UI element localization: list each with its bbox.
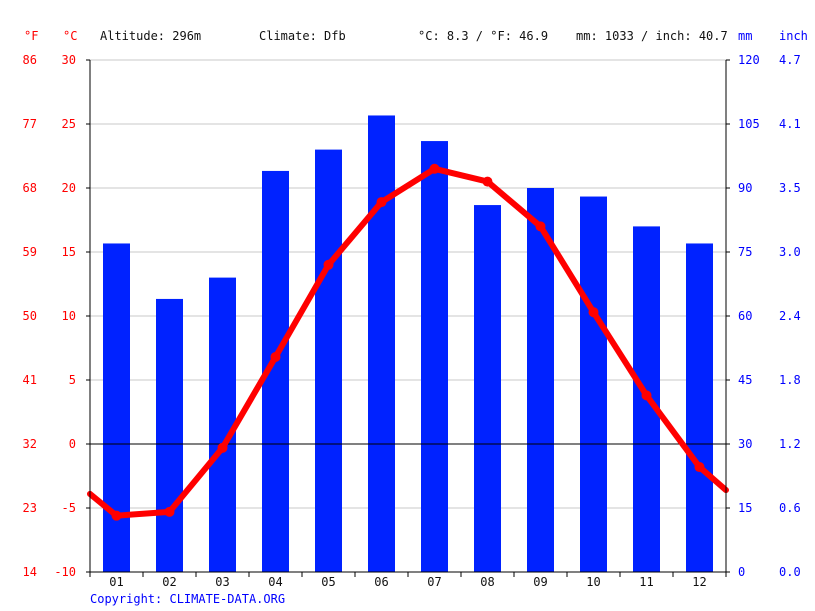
x-tick-label: 01 — [109, 575, 123, 589]
tick-label-inch: 3.0 — [779, 245, 801, 259]
tick-labels: 86 30 120 4.777 25 105 4.168 20 90 3.559 15 75 3.050… — [23, 53, 801, 589]
x-tick-label: 04 — [268, 575, 282, 589]
tick-label-fahrenheit: 50 — [23, 309, 37, 323]
tick-label-inch: 1.2 — [779, 437, 801, 451]
tick-label-celsius: 30 — [62, 53, 76, 67]
altitude-label: Altitude: 296m — [100, 29, 201, 43]
tick-label-mm: 15 — [738, 501, 752, 515]
tick-label-mm: 30 — [738, 437, 752, 451]
temperature-point — [588, 307, 599, 318]
temperature-point — [111, 510, 122, 521]
copyright-link[interactable]: Copyright: CLIMATE-DATA.ORG — [90, 592, 286, 606]
x-tick-label: 09 — [533, 575, 547, 589]
x-tick-label: 12 — [692, 575, 706, 589]
tick-label-celsius: 15 — [62, 245, 76, 259]
temperature-point — [641, 390, 652, 401]
precipitation-bar — [686, 243, 713, 572]
precipitation-bar — [103, 243, 130, 572]
x-tick-label: 10 — [586, 575, 600, 589]
temperature-point — [535, 221, 546, 232]
tick-label-mm: 105 — [738, 117, 760, 131]
celsius-unit-label: °C — [63, 29, 77, 43]
tick-label-celsius: 25 — [62, 117, 76, 131]
tick-label-mm: 120 — [738, 53, 760, 67]
tick-label-inch: 4.7 — [779, 53, 801, 67]
x-tick-label: 05 — [321, 575, 335, 589]
precipitation-bar — [209, 277, 236, 572]
tick-label-inch: 0.0 — [779, 565, 801, 579]
tick-label-inch: 3.5 — [779, 181, 801, 195]
x-tick-label: 11 — [639, 575, 653, 589]
fahrenheit-unit-label: °F — [24, 29, 38, 43]
temperature-point — [217, 442, 228, 453]
tick-label-mm: 0 — [738, 565, 745, 579]
x-tick-label: 02 — [162, 575, 176, 589]
precipitation-bar — [527, 188, 554, 572]
tick-label-fahrenheit: 77 — [23, 117, 37, 131]
x-tick-label: 07 — [427, 575, 441, 589]
precipitation-bar — [315, 149, 342, 572]
precipitation-bar — [421, 141, 448, 573]
precipitation-bar — [474, 205, 501, 573]
temperature-point — [270, 351, 281, 362]
x-tick-label: 06 — [374, 575, 388, 589]
tick-label-fahrenheit: 68 — [23, 181, 37, 195]
tick-label-inch: 2.4 — [779, 309, 801, 323]
temperature-line — [87, 163, 729, 521]
temperature-point — [164, 506, 175, 517]
tick-label-celsius: 5 — [69, 373, 76, 387]
temperature-point — [323, 259, 334, 270]
x-tick-label: 03 — [215, 575, 229, 589]
temperature-point — [429, 163, 440, 174]
total-precipitation-label: mm: 1033 / inch: 40.7 — [576, 29, 728, 43]
precipitation-bar — [580, 196, 607, 573]
tick-label-fahrenheit: 14 — [23, 565, 37, 579]
tick-label-fahrenheit: 59 — [23, 245, 37, 259]
average-temperature-label: °C: 8.3 / °F: 46.9 — [418, 29, 548, 43]
temperature-point — [376, 197, 387, 208]
tick-label-celsius: 10 — [62, 309, 76, 323]
precipitation-bar — [368, 115, 395, 572]
tick-label-mm: 45 — [738, 373, 752, 387]
temperature-series-line — [87, 165, 729, 519]
tick-label-fahrenheit: 23 — [23, 501, 37, 515]
tick-label-inch: 4.1 — [779, 117, 801, 131]
tick-label-mm: 90 — [738, 181, 752, 195]
tick-label-celsius: -10 — [54, 565, 76, 579]
tick-label-mm: 75 — [738, 245, 752, 259]
axes — [86, 59, 730, 577]
temperature-point — [694, 462, 705, 473]
tick-label-celsius: 20 — [62, 181, 76, 195]
climate-label: Climate: Dfb — [259, 29, 346, 43]
temperature-point — [482, 176, 493, 187]
mm-unit-label: mm — [738, 29, 752, 43]
tick-label-inch: 0.6 — [779, 501, 801, 515]
precipitation-bar — [156, 298, 183, 572]
x-tick-label: 08 — [480, 575, 494, 589]
tick-label-celsius: 0 — [69, 437, 76, 451]
tick-label-fahrenheit: 41 — [23, 373, 37, 387]
tick-label-mm: 60 — [738, 309, 752, 323]
tick-label-inch: 1.8 — [779, 373, 801, 387]
tick-label-fahrenheit: 86 — [23, 53, 37, 67]
inch-unit-label: inch — [779, 29, 808, 43]
tick-label-fahrenheit: 32 — [23, 437, 37, 451]
tick-label-celsius: -5 — [62, 501, 76, 515]
